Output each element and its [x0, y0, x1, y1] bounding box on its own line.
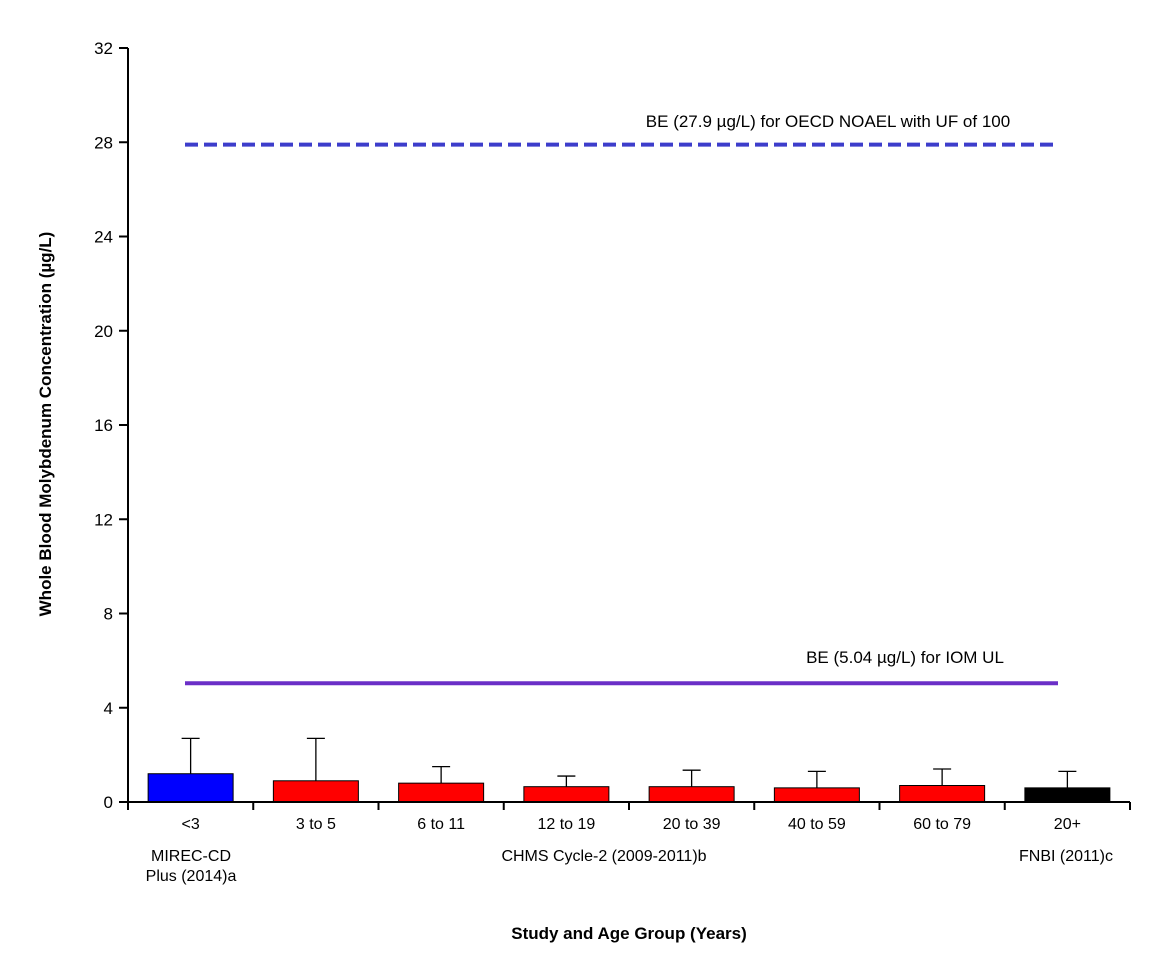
bar	[648, 786, 735, 803]
reference-line-label-iom-ul: BE (5.04 µg/L) for IOM UL	[806, 648, 1004, 667]
y-tick-label: 0	[104, 793, 113, 812]
bar	[147, 773, 234, 803]
y-tick-label: 24	[94, 228, 113, 247]
x-axis-title: Study and Age Group (Years)	[511, 924, 747, 943]
category-label: 3 to 5	[296, 816, 336, 833]
category-label: 20+	[1054, 816, 1081, 833]
y-tick-label: 4	[104, 699, 113, 718]
y-tick-label: 8	[104, 605, 113, 624]
category-label: 60 to 79	[913, 816, 971, 833]
category-label: 12 to 19	[537, 816, 595, 833]
category-label: 6 to 11	[417, 816, 465, 833]
category-label: <3	[182, 816, 200, 833]
bar	[1024, 787, 1111, 803]
y-axis-title: Whole Blood Molybdenum Concentration (µg…	[36, 231, 55, 617]
study-label-fnbi: FNBI (2011)c	[1019, 848, 1113, 865]
bar	[899, 785, 986, 803]
bar	[272, 780, 359, 803]
study-label-chms-cycle-2: CHMS Cycle-2 (2009-2011)b	[501, 848, 707, 865]
reference-line-label-oecd-noael: BE (27.9 µg/L) for OECD NOAEL with UF of…	[645, 112, 1011, 131]
study-label-mirec-cd-plus: MIREC-CD Plus (2014)a	[146, 847, 237, 887]
study-label-line-2: Plus (2014)a	[145, 868, 237, 885]
y-tick-label: 16	[94, 416, 113, 435]
bar	[398, 782, 485, 803]
category-label: 20 to 39	[663, 816, 721, 833]
y-tick-label: 28	[94, 133, 113, 152]
bar	[773, 787, 860, 803]
y-tick-label: 32	[94, 39, 113, 58]
y-tick-label: 12	[94, 510, 113, 529]
study-label-line-1: MIREC-CD	[151, 848, 231, 865]
bar	[523, 786, 610, 803]
category-label: 40 to 59	[788, 816, 846, 833]
y-tick-label: 20	[94, 322, 113, 341]
